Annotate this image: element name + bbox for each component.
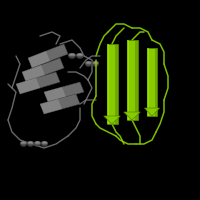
Polygon shape <box>44 87 66 102</box>
Polygon shape <box>28 51 50 68</box>
Polygon shape <box>104 116 120 124</box>
Polygon shape <box>44 82 84 102</box>
Ellipse shape <box>94 61 97 63</box>
Ellipse shape <box>41 141 48 147</box>
Polygon shape <box>22 65 45 82</box>
Polygon shape <box>155 48 157 116</box>
Polygon shape <box>147 48 157 116</box>
Ellipse shape <box>22 141 25 143</box>
Ellipse shape <box>68 53 76 59</box>
Polygon shape <box>22 58 64 82</box>
Polygon shape <box>40 99 62 114</box>
Ellipse shape <box>87 61 90 63</box>
Polygon shape <box>28 44 68 68</box>
Ellipse shape <box>27 141 34 145</box>
Polygon shape <box>40 94 80 114</box>
Ellipse shape <box>20 141 27 147</box>
Ellipse shape <box>70 53 74 55</box>
Ellipse shape <box>92 61 99 67</box>
Ellipse shape <box>76 53 84 59</box>
Polygon shape <box>107 44 109 124</box>
Polygon shape <box>144 108 160 116</box>
Polygon shape <box>124 112 140 120</box>
Ellipse shape <box>76 53 84 57</box>
Polygon shape <box>107 44 118 124</box>
Ellipse shape <box>85 61 92 67</box>
Polygon shape <box>135 40 138 120</box>
Polygon shape <box>16 72 60 94</box>
Ellipse shape <box>43 141 46 143</box>
Polygon shape <box>127 40 138 120</box>
Ellipse shape <box>29 141 32 143</box>
Polygon shape <box>127 40 129 120</box>
Polygon shape <box>147 48 149 116</box>
Ellipse shape <box>92 61 99 65</box>
Polygon shape <box>115 44 118 124</box>
Ellipse shape <box>34 141 41 147</box>
Ellipse shape <box>36 141 39 143</box>
Ellipse shape <box>34 141 41 145</box>
Ellipse shape <box>27 141 34 147</box>
Ellipse shape <box>68 53 76 57</box>
Ellipse shape <box>78 53 82 55</box>
Ellipse shape <box>85 61 92 65</box>
Ellipse shape <box>20 141 27 145</box>
Polygon shape <box>16 78 40 94</box>
Ellipse shape <box>41 141 48 145</box>
